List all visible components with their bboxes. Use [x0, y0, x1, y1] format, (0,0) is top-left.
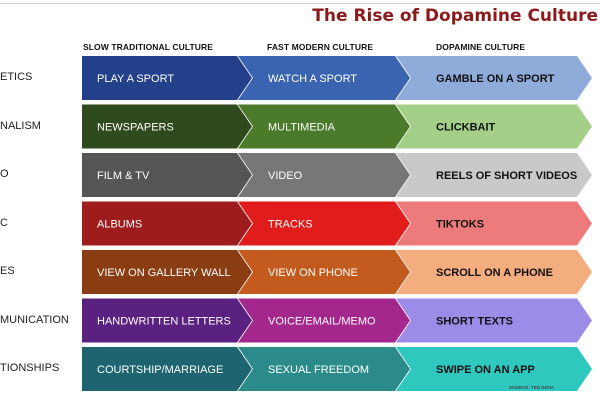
- chevron-label: VIDEO: [268, 170, 303, 182]
- chevron-label: GAMBLE ON A SPORT: [436, 73, 555, 85]
- row-label: C: [0, 216, 8, 229]
- chevron-shape: [396, 104, 592, 149]
- chevron-shape: [396, 347, 592, 391]
- chevron-label: VIEW ON GALLERY WALL: [97, 267, 231, 279]
- row-label: O: [0, 168, 9, 180]
- page-title: The Rise of Dopamine Culture: [312, 6, 598, 26]
- chevron-shape: [82, 250, 252, 294]
- chevron-shape: [396, 201, 592, 246]
- chevron-label: ALBUMS: [97, 219, 142, 231]
- source-credit: SOURCE: TED GIOIA: [508, 385, 554, 390]
- chevron-shape: [238, 250, 410, 294]
- chevron-shape: [238, 56, 410, 100]
- chevron-shape: [396, 298, 592, 343]
- row-label: ES: [0, 265, 15, 277]
- chevron-label: REELS OF SHORT VIDEOS: [436, 170, 577, 182]
- chevron-label: COURTSHIP/MARRIAGE: [97, 364, 223, 376]
- chevron-shape: [396, 56, 592, 100]
- chevron-label: TIKTOKS: [436, 219, 484, 231]
- chevron-label: SWIPE ON AN APP: [436, 364, 535, 376]
- column-header-dopamine: DOPAMINE CULTURE: [436, 42, 526, 52]
- chevron-shape: [238, 298, 410, 343]
- row-label: NALISM: [0, 119, 41, 132]
- chevron-label: NEWSPAPERS: [97, 122, 174, 134]
- chevron-shape: [238, 347, 410, 391]
- chevron-label: MULTIMEDIA: [268, 122, 336, 134]
- row-label: ETICS: [0, 71, 33, 83]
- chevron-shape: [238, 201, 410, 246]
- row-label: MUNICATION: [0, 313, 69, 326]
- column-header-slow: SLOW TRADITIONAL CULTURE: [83, 42, 214, 52]
- chevron-shape: [82, 298, 252, 343]
- chevron-label: SEXUAL FREEDOM: [268, 364, 369, 376]
- chevron-shape: [82, 104, 252, 149]
- chevron-label: WATCH A SPORT: [268, 73, 357, 85]
- chevron-label: FILM & TV: [97, 170, 150, 182]
- row-label: TIONSHIPS: [0, 362, 60, 374]
- chevron-shape: [82, 347, 252, 391]
- chevron-label: SCROLL ON A PHONE: [436, 267, 553, 279]
- column-header-fast: FAST MODERN CULTURE: [267, 42, 374, 52]
- chevron-label: CLICKBAIT: [436, 122, 496, 134]
- chevron-shape: [82, 201, 252, 246]
- chevron-label: HANDWRITTEN LETTERS: [97, 316, 231, 328]
- chevron-shape: [82, 153, 252, 197]
- top-rule: [0, 3, 600, 4]
- chevron-label: TRACKS: [268, 219, 313, 231]
- chevron-shape: [396, 153, 592, 197]
- chevron-label: VOICE/EMAIL/MEMO: [268, 316, 376, 328]
- chevron-shape: [396, 250, 592, 294]
- chevron-shape: [238, 104, 410, 149]
- chevron-shape: [82, 56, 252, 100]
- chevron-shape: [238, 153, 410, 197]
- chevron-label: SHORT TEXTS: [436, 316, 513, 328]
- chevron-label: PLAY A SPORT: [97, 73, 174, 85]
- chevron-label: VIEW ON PHONE: [268, 267, 358, 279]
